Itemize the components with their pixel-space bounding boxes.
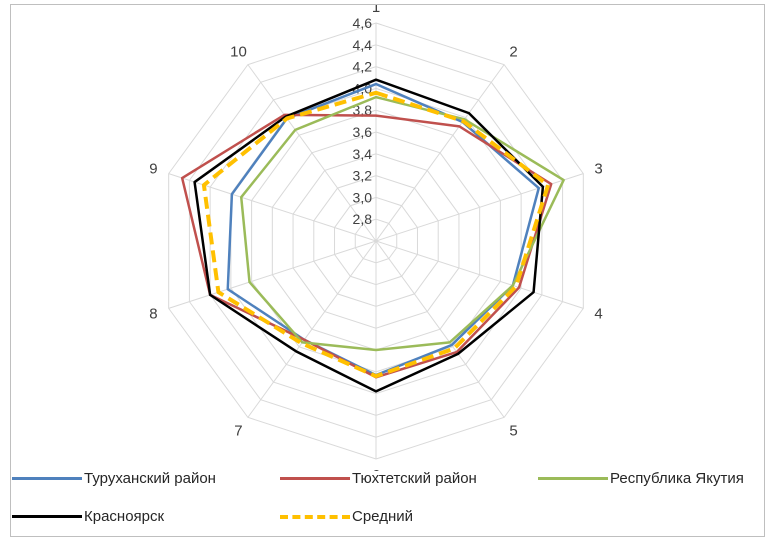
chart-area: 2,83,03,23,43,63,84,04,24,44,61234567891…	[10, 4, 765, 537]
legend-item-krasnoyarsk: Красноярск	[12, 508, 164, 525]
r-tick-label: 3,0	[353, 189, 373, 205]
legend-swatch-average	[280, 515, 350, 519]
r-tick-label: 3,2	[353, 168, 373, 184]
legend-label-tyukhtet: Тюхтетский район	[352, 470, 477, 487]
grid-spoke	[376, 241, 504, 417]
legend-item-average: Средний	[280, 508, 413, 525]
r-tick-label: 4,2	[353, 59, 373, 75]
grid-spoke	[248, 241, 376, 417]
series-line-2	[241, 97, 563, 350]
radar-chart: 2,83,03,23,43,63,84,04,24,44,61234567891…	[11, 5, 766, 471]
category-label: 7	[234, 422, 242, 439]
legend: Туруханский район Тюхтетский район Респу…	[12, 470, 762, 534]
legend-swatch-krasnoyarsk	[12, 515, 82, 518]
category-label: 5	[509, 422, 517, 439]
r-tick-label: 4,4	[353, 37, 373, 53]
legend-item-tyukhtet: Тюхтетский район	[280, 470, 477, 487]
grid-spoke	[376, 65, 504, 241]
legend-item-turukhansk: Туруханский район	[12, 470, 216, 487]
legend-label-turukhansk: Туруханский район	[84, 470, 216, 487]
category-label: 4	[594, 305, 602, 322]
category-label: 9	[149, 161, 157, 178]
category-label: 1	[372, 5, 380, 16]
category-label: 3	[594, 161, 602, 178]
legend-label-average: Средний	[352, 508, 413, 525]
legend-label-krasnoyarsk: Красноярск	[84, 508, 164, 525]
legend-item-yakutia: Республика Якутия	[538, 470, 744, 487]
category-label: 2	[509, 44, 517, 61]
r-tick-label: 2,8	[353, 211, 373, 227]
r-tick-label: 3,6	[353, 124, 373, 140]
r-tick-label: 4,6	[353, 15, 373, 31]
legend-swatch-yakutia	[538, 477, 608, 480]
legend-swatch-tyukhtet	[280, 477, 350, 480]
legend-swatch-turukhansk	[12, 477, 82, 480]
r-tick-label: 3,4	[353, 146, 373, 162]
category-label: 10	[230, 44, 247, 61]
legend-label-yakutia: Республика Якутия	[610, 470, 744, 487]
category-label: 8	[149, 305, 157, 322]
